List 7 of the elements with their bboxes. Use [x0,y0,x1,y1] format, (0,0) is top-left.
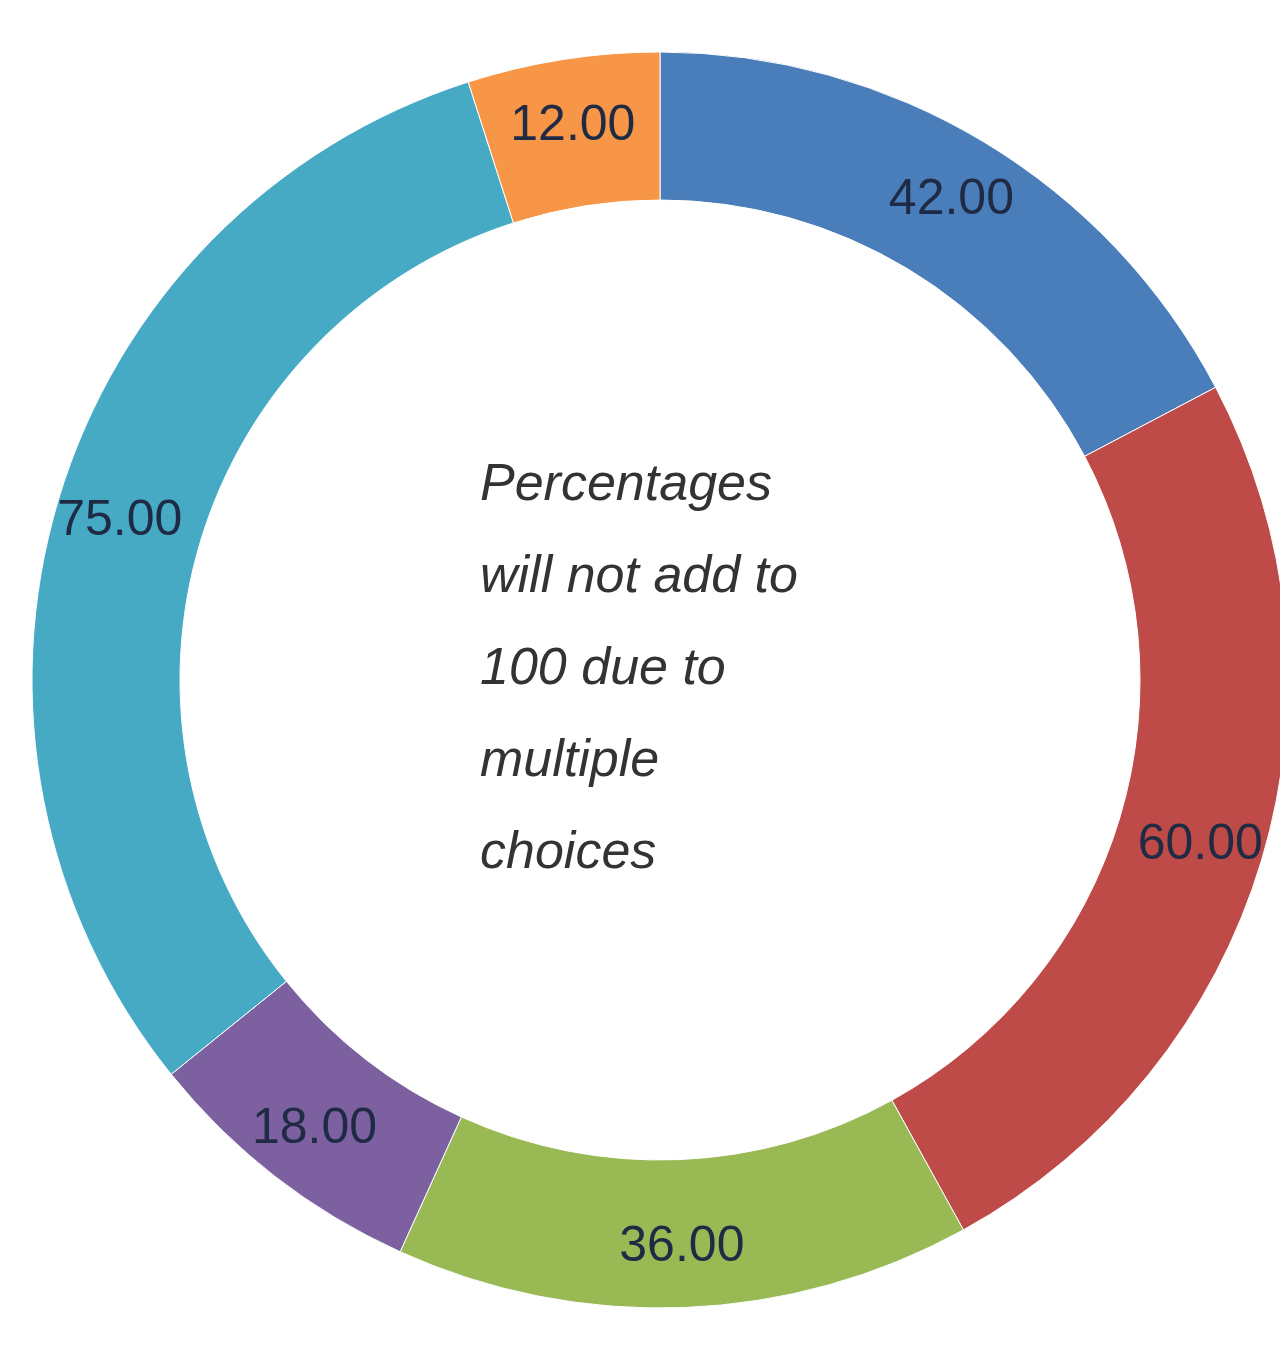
data-label: 42.00 [888,169,1014,226]
data-label: 60.00 [1137,813,1263,870]
data-label: 36.00 [619,1215,745,1272]
data-label: 12.00 [510,94,636,151]
data-label: 75.00 [57,490,183,547]
text: Percentages will not add to 100 due to multiple choices [480,453,798,879]
data-label: 18.00 [251,1097,378,1154]
